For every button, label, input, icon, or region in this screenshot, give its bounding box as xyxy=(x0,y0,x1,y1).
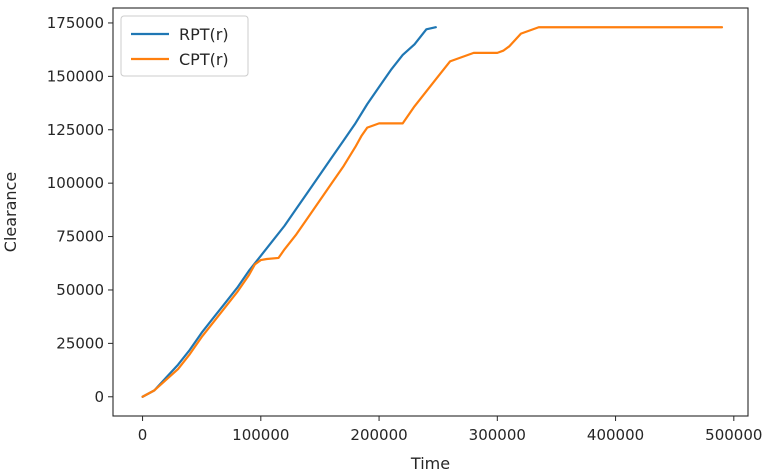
y-axis-label: Clearance xyxy=(1,172,20,252)
y-tick-label: 50000 xyxy=(56,281,104,299)
x-tick-label: 200000 xyxy=(350,426,407,444)
x-tick-label: 400000 xyxy=(587,426,644,444)
x-axis-ticks: 0 100000 200000 300000 400000 500000 xyxy=(138,416,762,444)
legend-box xyxy=(120,15,249,77)
y-tick-label: 0 xyxy=(94,388,104,406)
y-tick-label: 125000 xyxy=(47,121,104,139)
x-tick-label: 100000 xyxy=(232,426,289,444)
y-tick-label: 25000 xyxy=(56,334,104,352)
legend-label-rpt: RPT(r) xyxy=(179,25,229,44)
x-tick-label: 0 xyxy=(138,426,148,444)
y-tick-label: 75000 xyxy=(56,228,104,246)
x-axis-label: Time xyxy=(410,454,450,473)
legend: RPT(r) CPT(r) xyxy=(120,15,249,77)
plot-frame xyxy=(112,7,749,417)
y-axis-ticks: 0 25000 50000 75000 100000 125000 150000 175000 xyxy=(47,14,113,406)
legend-label-cpt: CPT(r) xyxy=(179,50,229,69)
y-tick-label: 175000 xyxy=(47,14,104,32)
y-tick-label: 100000 xyxy=(47,174,104,192)
y-tick-label: 150000 xyxy=(47,67,104,85)
series-line-cpt-r xyxy=(141,26,724,398)
x-tick-label: 300000 xyxy=(469,426,526,444)
series-line-rpt-r xyxy=(141,26,437,398)
x-tick-label: 500000 xyxy=(705,426,762,444)
plot-lines xyxy=(141,26,724,398)
